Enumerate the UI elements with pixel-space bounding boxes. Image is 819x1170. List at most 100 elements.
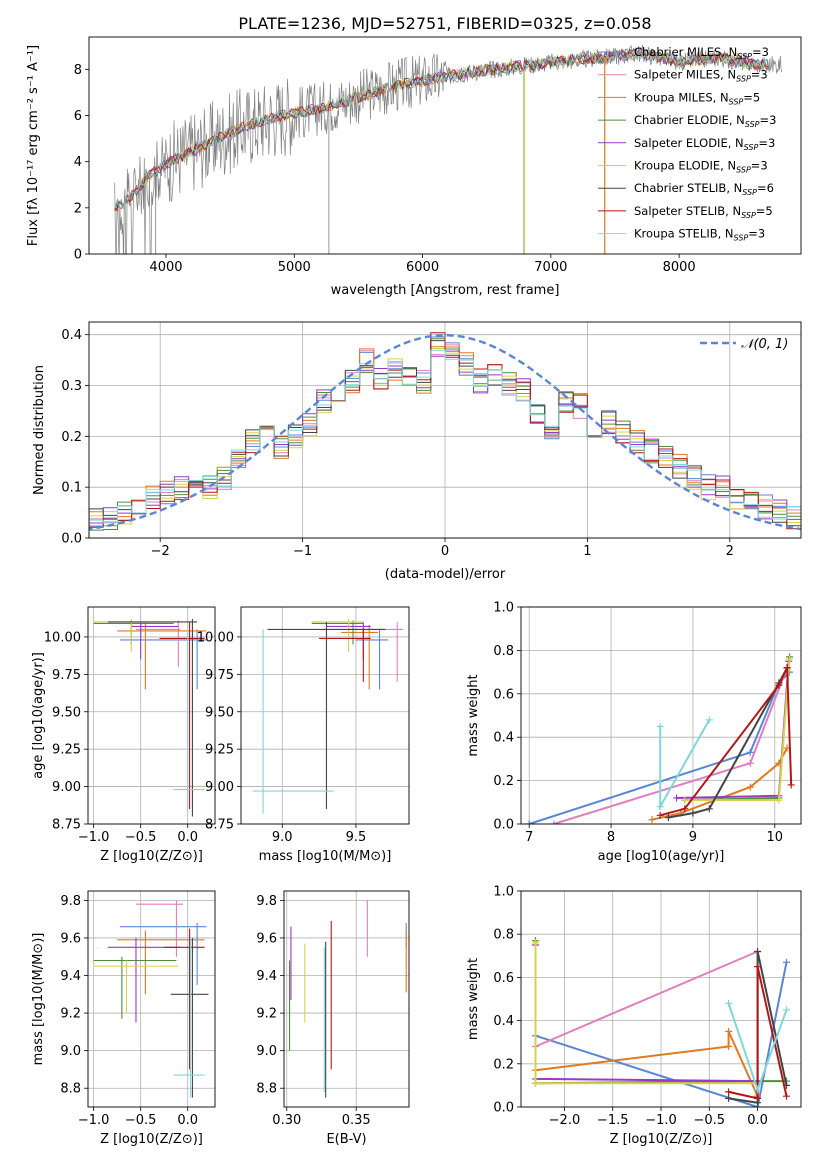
- data-point: [656, 811, 664, 819]
- legend-entry: Kroupa ELODIE, NSSP=3: [634, 159, 768, 175]
- y-tick-label: 9.8: [256, 894, 277, 909]
- axes-border: [88, 36, 802, 255]
- plot-area: [289, 900, 407, 1098]
- x-tick-label: 0.30: [272, 1113, 301, 1128]
- figure-title: PLATE=1236, MJD=52751, FIBERID=0325, z=0…: [238, 14, 651, 33]
- y-tick-label: 8.8: [256, 1082, 277, 1097]
- legend-entry: Kroupa STELIB, NSSP=3: [634, 227, 765, 243]
- data-point: [656, 803, 664, 811]
- series-line: [535, 962, 788, 1107]
- x-tick-label: 8000: [663, 260, 696, 275]
- y-tick-label: 0.2: [493, 1057, 514, 1072]
- data-point: [531, 939, 539, 947]
- y-tick-label: 0: [74, 248, 82, 263]
- y-axis-label: Flux [fλ 10⁻¹⁷ erg cm⁻² s⁻¹ A⁻¹]: [26, 45, 41, 246]
- x-axis-label: E(B-V): [326, 1132, 366, 1147]
- data-point: [681, 796, 689, 804]
- axes-frame: −2 −1 0 1 2 0.0 0.1 0.2 0.3 0.4 (data-model)/error…: [32, 321, 802, 582]
- x-tick-label: −0.5: [125, 1113, 157, 1128]
- x-tick-label: 9.5: [346, 830, 367, 845]
- errorbar-chabrier-stelib: [267, 621, 386, 810]
- axes-border: [240, 606, 410, 825]
- series-salpeter-stelib: [725, 963, 791, 1102]
- data-point: [783, 664, 791, 672]
- x-axis-label: mass [log10(M/M⊙)]: [259, 849, 392, 864]
- errorbar-kroupa-miles: [341, 624, 379, 690]
- x-tick-label: −1: [293, 544, 312, 559]
- errorbar-salpeter-stelib: [164, 928, 205, 1070]
- errorbar-chabrier-elodie: [93, 956, 177, 1019]
- y-tick-label: 0.4: [493, 731, 514, 746]
- y-tick-label: 0.0: [493, 1101, 514, 1116]
- y-tick-label: 1.0: [493, 601, 514, 616]
- panel-mass_vs_EBV: 0.30 0.35 8.8 9.0 9.2 9.4 9.6 9.8 E(B-V): [256, 890, 410, 1147]
- y-tick-label: 6: [74, 109, 82, 124]
- x-tick-label: −1.0: [78, 1113, 110, 1128]
- y-tick-label: 0.8: [493, 644, 514, 659]
- data-point: [525, 820, 533, 824]
- y-axis-label: Normed distribution: [32, 365, 47, 495]
- legend-entry: Chabrier STELIB, NSSP=6: [634, 181, 774, 197]
- y-tick-label: 9.0: [256, 1044, 277, 1059]
- axes-frame: 4000 5000 6000 7000 8000 0 2 4 6 8 wavelength [Ang…: [26, 36, 802, 298]
- histogram-salpeter-stelib: [89, 332, 801, 538]
- x-axis-label: wavelength [Angstrom, rest frame]: [331, 283, 560, 298]
- axes-frame: 9.0 9.5 8.75 9.00 9.25 9.50 9.75 10.00 mass [log…: [197, 606, 410, 864]
- panel-mass_vs_Z: −1.0 −0.5 0.0 8.8 9.0 9.2 9.4 9.6 9.8 Z [log10(Z/…: [31, 890, 216, 1147]
- data-point: [746, 783, 754, 791]
- y-tick-label: 1.0: [493, 885, 514, 900]
- x-tick-label: 7000: [534, 260, 567, 275]
- y-tick-label: 9.75: [52, 668, 81, 683]
- panel-residuals: −2 −1 0 1 2 0.0 0.1 0.2 0.3 0.4 (data-model)/error…: [32, 321, 802, 582]
- errorbar-salpeter-stelib: [319, 629, 371, 682]
- x-tick-label: 5000: [278, 260, 311, 275]
- y-tick-label: 10.00: [44, 630, 81, 645]
- data-point: [648, 816, 656, 824]
- x-tick-label: 0.0: [747, 1113, 768, 1128]
- series-kroupa-elodie: [681, 655, 794, 804]
- y-axis-label: mass weight: [466, 674, 481, 756]
- data-point: [783, 1092, 791, 1100]
- data-point: [725, 1043, 733, 1051]
- x-axis-label: Z [log10(Z/Z⊙)]: [610, 1132, 713, 1147]
- errorbar-kroupa-elodie: [93, 960, 179, 1014]
- y-tick-label: 0.6: [493, 687, 514, 702]
- legend-entry: Chabrier ELODIE, NSSP=3: [634, 113, 776, 129]
- histogram-kroupa-stelib: [89, 349, 801, 538]
- y-tick-label: 9.2: [60, 1007, 81, 1022]
- data-point: [689, 809, 697, 817]
- plot-area: [252, 618, 404, 814]
- y-tick-label: 9.25: [52, 743, 81, 758]
- x-tick-label: −1.5: [597, 1113, 629, 1128]
- data-point: [550, 820, 558, 824]
- series-salpeter-stelib: [656, 664, 795, 819]
- x-tick-label: 10: [767, 830, 784, 845]
- x-tick-label: −0.5: [125, 830, 157, 845]
- plot-area: [525, 653, 795, 824]
- series-line: [535, 1030, 759, 1097]
- errorbar-chabrier-stelib: [107, 618, 198, 817]
- axes-frame: −1.0 −0.5 0.0 8.8 9.0 9.2 9.4 9.6 9.8 Z [log10(Z/…: [31, 890, 216, 1147]
- y-tick-label: 0.6: [493, 971, 514, 986]
- x-tick-label: 0.35: [342, 1113, 371, 1128]
- y-tick-label: 9.4: [60, 969, 81, 984]
- data-point: [656, 722, 664, 730]
- model-fit-kroupa-stelib: [114, 47, 770, 209]
- y-tick-label: 9.25: [205, 743, 234, 758]
- data-point: [681, 805, 689, 813]
- x-tick-label: −0.5: [693, 1113, 725, 1128]
- data-point: [783, 1006, 791, 1014]
- y-tick-label: 9.00: [205, 780, 234, 795]
- errorbar-kroupa-miles: [117, 621, 207, 690]
- axes-frame: 7 8 9 10 0.0 0.2 0.4 0.6 0.8 1.0 age [log10(age/yr…: [466, 601, 802, 864]
- y-tick-label: 0.2: [61, 430, 82, 445]
- x-tick-label: −1.0: [78, 830, 110, 845]
- data-point: [664, 813, 672, 821]
- y-tick-label: 9.50: [205, 705, 234, 720]
- y-tick-label: 0.4: [61, 328, 82, 343]
- y-tick-label: 9.2: [256, 1007, 277, 1022]
- x-tick-label: 6000: [406, 260, 439, 275]
- axes-border: [520, 606, 802, 825]
- data-point: [705, 805, 713, 813]
- y-tick-label: 2: [74, 201, 82, 216]
